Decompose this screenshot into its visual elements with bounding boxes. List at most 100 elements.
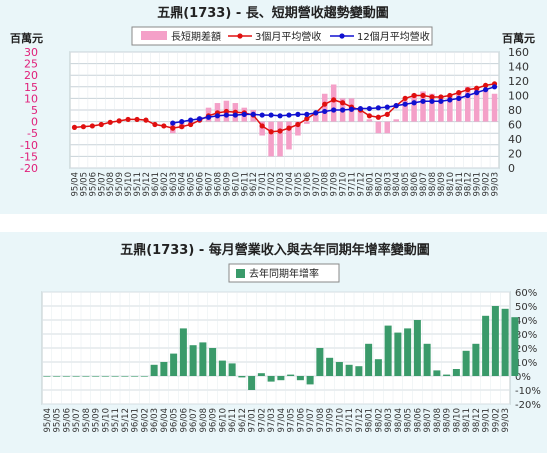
point-3m-avg [438,94,444,100]
x-tick-label: 96/07 [205,172,215,197]
bar-diff [366,119,373,122]
bar-growth [335,362,343,376]
bar-growth [287,374,295,376]
x-tick-label: 96/01 [131,408,141,433]
x-tick-label: 99/03 [501,408,511,433]
right-tick-label: 20 [508,148,522,161]
right-tick-label: 50% [515,302,537,313]
bar-diff [330,84,337,122]
x-tick-label: 97/04 [285,172,295,197]
point-12m-avg [491,84,498,90]
bar-diff [375,121,382,134]
right-tick-label: 40 [508,133,522,146]
x-tick-label: 96/05 [187,172,197,197]
chart-panel-revenue-trend: 30 25 20 15 10 5 0 -5 -10 -15 -20 160 140 120 100 80 60 4… [0,0,547,214]
bar-growth [452,369,460,376]
bar-diff [456,91,462,122]
bar-growth [394,332,402,376]
point-12m-avg [447,97,453,103]
x-tick-label: 96/11 [228,408,238,433]
legend-label-growth: 去年同期年增率 [249,267,319,280]
bar-growth [355,366,363,376]
right-tick-label: 20% [515,344,537,355]
bar-diff [402,100,408,122]
point-12m-avg [322,108,328,115]
x-tick-label: 96/06 [196,172,206,197]
bar-growth [267,376,275,382]
legend-box [131,26,433,46]
point-12m-avg [304,111,310,117]
point-3m-avg [98,121,104,128]
right-tick-label: 0% [515,372,531,383]
bar-growth [121,376,129,377]
point-3m-avg [304,116,310,122]
point-12m-avg [366,105,373,112]
bar-growth [306,376,314,385]
point-3m-avg [420,92,426,99]
x-tick-label: 98/07 [423,408,433,433]
legend-marker-3m [237,33,243,39]
x-tick-label: 97/05 [287,408,297,433]
bar-growth [384,325,392,376]
bar-diff [393,119,399,122]
x-tick-label: 99/03 [491,172,501,197]
x-tick-label: 96/02 [160,172,170,197]
bar-growth [72,376,80,377]
left-tick-label: 30 [24,46,38,59]
bar-growth [150,364,158,376]
panel-separator [0,214,547,232]
point-3m-avg [259,123,265,129]
bar-growth [326,357,334,376]
x-tick-label: 95/05 [79,172,89,197]
bar-growth [101,376,109,377]
bar-diff [268,121,274,157]
point-12m-avg [393,103,399,109]
x-tick-label: 97/05 [294,172,304,197]
x-tick-label: 98/12 [464,172,474,197]
right-tick-label: 0 [508,162,515,175]
bar-diff [259,121,265,136]
x-tick-label: 98/06 [410,172,420,197]
bar-diff [277,121,283,157]
x-tick-label: 95/09 [115,172,125,197]
x-tick-label: 95/06 [62,408,72,433]
point-3m-avg [80,124,87,130]
point-12m-avg [277,113,283,119]
right-tick-label: 10% [515,358,537,369]
left-unit-label: 百萬元 [10,31,43,45]
point-3m-avg [384,111,390,117]
point-12m-avg [339,107,346,113]
point-3m-avg [170,125,176,131]
bar-diff [411,93,417,122]
right-tick-label: 140 [508,61,529,74]
point-12m-avg [456,95,462,101]
x-tick-label: 98/02 [374,408,384,433]
left-tick-label: -20 [20,162,38,175]
point-3m-avg [331,97,337,103]
x-tick-label: 98/11 [462,408,472,433]
x-tick-label: 95/10 [124,172,134,197]
point-3m-avg [161,123,167,129]
point-12m-avg [196,116,203,122]
bar-growth [82,376,90,377]
bar-growth [228,363,236,376]
x-tick-label: 98/11 [455,172,465,197]
bar-diff [473,89,480,122]
left-tick-label: -5 [27,127,38,140]
x-tick-label: 97/03 [267,408,277,433]
bar-growth [462,350,470,376]
bar-growth [62,376,70,377]
right-tick-label: 30% [515,330,537,341]
bar-diff [464,86,471,122]
point-12m-avg [375,105,381,111]
chart-panel-growth-rate: 60% 50% 40% 30% 20% 10% 0% -10% -20% 95/04 95/05 95… [0,232,547,449]
legend-marker-12m [339,33,345,39]
x-tick-label: 95/08 [106,172,116,197]
x-tick-label: 98/08 [428,172,438,197]
x-tick-label: 95/04 [70,172,80,197]
x-tick-label: 97/01 [258,172,268,197]
x-tick-label: 97/07 [306,408,316,433]
point-3m-avg [482,82,489,88]
bar-diff [438,96,444,122]
point-12m-avg [474,90,480,96]
